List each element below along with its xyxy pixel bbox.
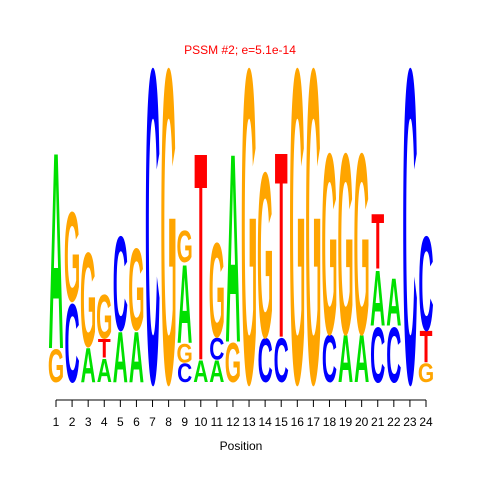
logo-letter: A	[354, 321, 369, 397]
logo-letter: A	[338, 321, 353, 397]
x-tick-label: 15	[275, 415, 289, 429]
x-tick-label: 11	[211, 415, 224, 429]
logo-letter: A	[193, 354, 208, 389]
logo-letter: A	[386, 265, 401, 341]
logo-letter: C	[65, 282, 80, 407]
x-tick-label: 9	[181, 415, 188, 429]
logo-letter: G	[418, 359, 434, 389]
logo-letter: C	[386, 312, 401, 399]
logo-letter: G	[160, 0, 176, 478]
logo-letter: A	[177, 243, 192, 368]
logo-letter: A	[225, 98, 240, 400]
x-tick-label: 6	[133, 415, 140, 429]
logo-letter: A	[209, 354, 224, 389]
logo-letter: G	[289, 0, 305, 478]
logo-letter: T	[420, 323, 433, 373]
logo-letter: G	[209, 216, 225, 366]
logo-letter: G	[257, 123, 273, 388]
logo-letter: G	[177, 222, 193, 272]
logo-letter: G	[321, 99, 337, 388]
logo-letter: C	[370, 312, 385, 399]
logo-letter: G	[241, 0, 257, 478]
chart-title: PSSM #2; e=5.1e-14	[184, 43, 296, 57]
x-tick-label: 19	[339, 415, 353, 429]
x-tick-label: 5	[117, 415, 124, 429]
x-tick-label: 13	[242, 415, 256, 429]
x-tick-label: 1	[53, 415, 60, 429]
logo-letter: G	[225, 332, 241, 394]
logo-letter: A	[97, 352, 112, 389]
logo-letter: T	[98, 334, 111, 364]
x-tick-label: 23	[403, 415, 417, 429]
logo-letter: G	[337, 99, 353, 388]
logo-letter: C	[177, 359, 192, 389]
x-tick-label: 22	[387, 415, 401, 429]
logo-letter: G	[305, 0, 321, 478]
logo-letter: C	[113, 210, 128, 360]
x-tick-label: 14	[258, 415, 272, 429]
x-tick-label: 8	[165, 415, 172, 429]
x-tick-label: 18	[323, 415, 337, 429]
x-tick-label: 17	[307, 415, 321, 429]
x-tick-label: 24	[419, 415, 433, 429]
logo-letter: C	[209, 331, 224, 366]
x-tick-label: 2	[69, 415, 76, 429]
x-tick-label: 4	[101, 415, 108, 429]
x-tick-label: 12	[226, 415, 240, 429]
logo-letter: T	[194, 90, 207, 423]
logo-letter: G	[128, 224, 144, 355]
logo-letter: G	[96, 282, 112, 352]
logo-letter: G	[80, 226, 96, 376]
logo-letter: A	[113, 318, 128, 398]
logo-letter: G	[354, 99, 370, 388]
logo-letter: G	[64, 187, 80, 329]
x-tick-label: 16	[291, 415, 305, 429]
x-tick-label: 21	[371, 415, 385, 429]
logo-letter: G	[177, 339, 193, 369]
logo-letter: T	[275, 97, 288, 393]
logo-letter: A	[81, 339, 96, 394]
logo-letter: C	[402, 0, 417, 478]
logo-letter: C	[258, 326, 273, 396]
logo-letter: C	[274, 326, 289, 396]
logo-letter: A	[370, 256, 385, 343]
x-tick-label: 10	[194, 415, 208, 429]
logo-letter: T	[371, 199, 384, 286]
x-tick-label: 3	[85, 415, 92, 429]
logo-letter: A	[48, 94, 63, 408]
x-tick-label: 7	[149, 415, 156, 429]
logo-letter: C	[418, 210, 433, 360]
logo-letter: G	[48, 339, 64, 392]
x-axis-label: Position	[220, 439, 263, 453]
x-tick-label: 20	[355, 415, 369, 429]
logo-letter: C	[322, 321, 337, 397]
logo-letter: A	[129, 318, 144, 398]
logo-letter: C	[145, 0, 160, 478]
